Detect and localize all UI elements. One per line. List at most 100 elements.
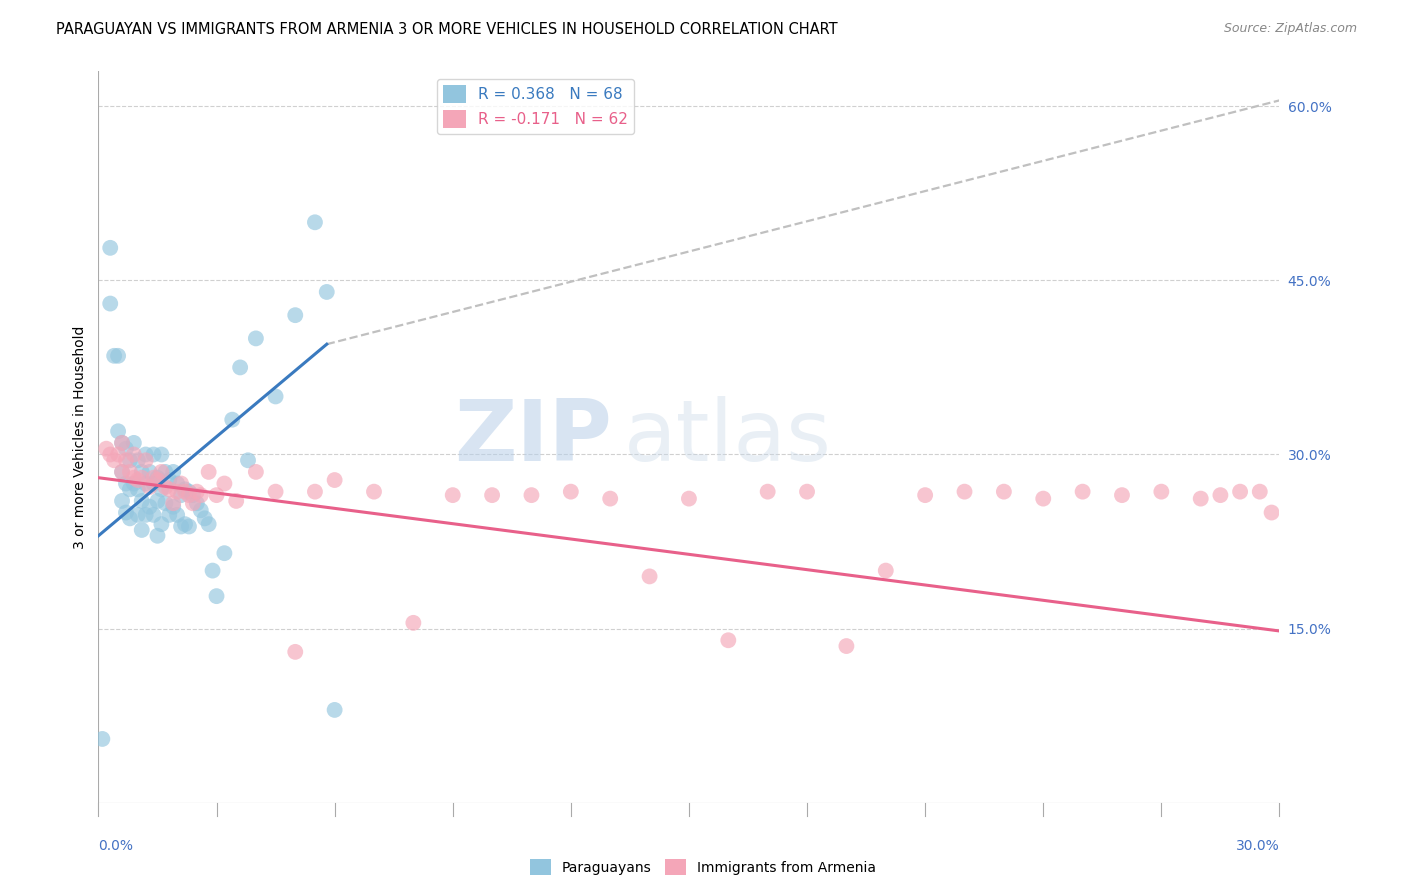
Point <box>103 349 125 363</box>
Text: Source: ZipAtlas.com: Source: ZipAtlas.com <box>1223 22 1357 36</box>
Point <box>155 480 177 494</box>
Point <box>150 517 173 532</box>
Point <box>166 476 188 491</box>
Point <box>186 484 208 499</box>
Point <box>481 488 503 502</box>
Point <box>122 436 145 450</box>
Point <box>131 471 153 485</box>
Point <box>131 465 153 479</box>
Point <box>118 483 141 497</box>
Point <box>304 215 326 229</box>
Point <box>264 484 287 499</box>
Point <box>1209 488 1232 502</box>
Point <box>118 453 141 467</box>
Point <box>717 633 740 648</box>
Point <box>135 508 157 522</box>
Point <box>177 519 200 533</box>
Point <box>214 546 236 560</box>
Point <box>150 483 173 497</box>
Point <box>560 484 582 499</box>
Text: 0.0%: 0.0% <box>98 839 134 854</box>
Point <box>1260 506 1282 520</box>
Point <box>796 484 818 499</box>
Point <box>146 471 169 485</box>
Point <box>127 508 149 522</box>
Point <box>638 569 661 583</box>
Point <box>111 436 134 450</box>
Point <box>1249 484 1271 499</box>
Point <box>402 615 425 630</box>
Point <box>162 496 184 510</box>
Point <box>214 476 236 491</box>
Point <box>875 564 897 578</box>
Point <box>914 488 936 502</box>
Point <box>315 285 337 299</box>
Point <box>993 484 1015 499</box>
Point <box>205 488 228 502</box>
Point <box>363 484 385 499</box>
Point <box>122 471 145 485</box>
Point <box>205 589 228 603</box>
Point <box>131 494 153 508</box>
Point <box>194 511 217 525</box>
Point <box>1111 488 1133 502</box>
Point <box>111 436 134 450</box>
Point <box>150 465 173 479</box>
Point <box>135 453 157 467</box>
Point <box>107 448 129 462</box>
Point <box>441 488 464 502</box>
Point <box>146 473 169 487</box>
Point <box>122 448 145 462</box>
Point <box>118 465 141 479</box>
Point <box>96 442 118 456</box>
Point <box>181 496 204 510</box>
Point <box>245 331 267 345</box>
Point <box>107 349 129 363</box>
Point <box>177 488 200 502</box>
Point <box>115 442 138 456</box>
Point <box>135 476 157 491</box>
Point <box>127 483 149 497</box>
Point <box>221 412 243 426</box>
Point <box>1071 484 1094 499</box>
Point <box>115 506 138 520</box>
Point <box>142 448 165 462</box>
Point <box>245 465 267 479</box>
Point <box>264 389 287 403</box>
Point <box>323 703 346 717</box>
Point <box>229 360 252 375</box>
Point <box>131 523 153 537</box>
Point <box>1189 491 1212 506</box>
Point <box>201 564 224 578</box>
Point <box>155 465 177 479</box>
Point <box>197 465 219 479</box>
Point <box>98 448 121 462</box>
Y-axis label: 3 or more Vehicles in Household: 3 or more Vehicles in Household <box>73 326 87 549</box>
Point <box>157 473 180 487</box>
Point <box>107 424 129 438</box>
Point <box>142 508 165 522</box>
Point <box>111 465 134 479</box>
Point <box>520 488 543 502</box>
Point <box>174 484 197 499</box>
Point <box>284 308 307 322</box>
Point <box>138 500 160 514</box>
Point <box>197 517 219 532</box>
Point <box>157 483 180 497</box>
Point <box>142 471 165 485</box>
Point <box>177 484 200 499</box>
Point <box>284 645 307 659</box>
Point <box>135 448 157 462</box>
Point <box>146 529 169 543</box>
Point <box>599 491 621 506</box>
Point <box>190 488 212 502</box>
Point <box>170 476 193 491</box>
Point <box>155 496 177 510</box>
Point <box>111 494 134 508</box>
Point <box>170 488 193 502</box>
Point <box>174 517 197 532</box>
Point <box>835 639 858 653</box>
Point <box>138 480 160 494</box>
Text: atlas: atlas <box>624 395 832 479</box>
Text: PARAGUAYAN VS IMMIGRANTS FROM ARMENIA 3 OR MORE VEHICLES IN HOUSEHOLD CORRELATIO: PARAGUAYAN VS IMMIGRANTS FROM ARMENIA 3 … <box>56 22 838 37</box>
